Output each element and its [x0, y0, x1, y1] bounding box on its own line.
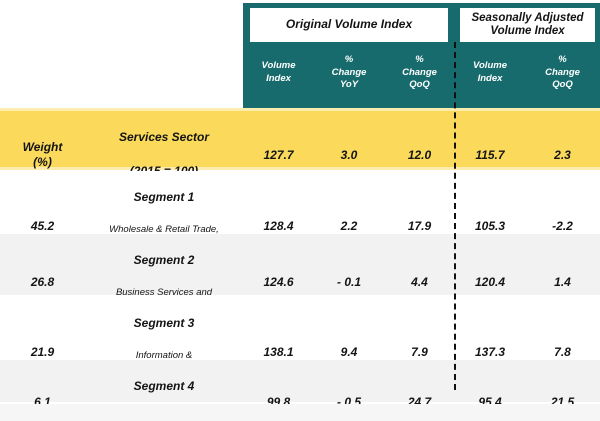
summary-orig-volume-index: 127.7 [263, 147, 294, 162]
weight-value: 26.8 [30, 275, 55, 290]
header-original-label: Original Volume Index [285, 17, 413, 32]
adj-volume-index-value: 105.3 [474, 218, 506, 233]
weight-value: 45.2 [30, 218, 55, 233]
orig-volume-index-value: 124.6 [263, 275, 294, 290]
orig-change-qoq-value: 7.9 [411, 344, 428, 359]
segment-title: Segment 2 [133, 253, 195, 268]
table-row-segment-3: 21.9 Segment 3 Information & Communicati… [0, 297, 600, 386]
segment-title: Segment 4 [133, 379, 195, 394]
column-header-orig-volume-index: Volume Index [261, 60, 296, 84]
adj-volume-index-value: 120.4 [474, 275, 506, 290]
orig-change-yoy-value: - 0.1 [336, 275, 361, 290]
orig-change-yoy-value: 2.2 [340, 218, 358, 233]
column-header-orig-change-yoy: % Change YoY [331, 53, 367, 91]
orig-change-yoy-value: 9.4 [340, 344, 358, 359]
original-adjusted-divider-line [454, 42, 456, 390]
orig-change-qoq-value: 17.9 [407, 218, 432, 233]
segment-title: Segment 3 [133, 316, 195, 331]
header-seasonally-adjusted-volume-index: Seasonally Adjusted Volume Index [460, 8, 595, 42]
summary-orig-change-qoq: 12.0 [407, 147, 432, 162]
summary-adj-volume-index: 115.7 [475, 147, 505, 162]
table-header-band: Original Volume Index Seasonally Adjuste… [243, 3, 600, 108]
header-adjusted-label: Seasonally Adjusted Volume Index [471, 11, 584, 37]
summary-adj-change-qoq: 2.3 [554, 147, 571, 162]
adj-change-qoq-value: 7.8 [554, 344, 571, 359]
orig-change-qoq-value: 4.4 [411, 275, 428, 290]
table-row-segment-4: 6.1 Segment 4 Other Services 99.8 - 0.5 … [0, 360, 600, 421]
column-header-adj-volume-index: Volume Index [473, 60, 507, 84]
table-row-segment-2: 26.8 Segment 2 Business Services and Fin… [0, 234, 600, 311]
summary-orig-change-yoy: 3.0 [340, 147, 358, 162]
orig-volume-index-value: 138.1 [263, 344, 294, 359]
adj-volume-index-value: 137.3 [474, 344, 506, 359]
summary-sector-name: Services Sector [118, 130, 210, 145]
table-row-segment-1: 45.2 Segment 1 Wholesale & Retail Trade,… [0, 171, 600, 260]
column-header-orig-change-qoq: % Change QoQ [402, 53, 437, 91]
header-original-volume-index: Original Volume Index [250, 8, 448, 42]
adj-change-qoq-value: 1.4 [554, 275, 571, 290]
segment-title: Segment 1 [133, 190, 195, 205]
column-header-adj-change-qoq: % Change QoQ [545, 53, 580, 91]
summary-row-services-sector: Weight (%) Services Sector (2015 = 100) … [0, 108, 600, 178]
table-bottom-strip [0, 404, 600, 421]
adj-change-qoq-value: -2.2 [552, 218, 573, 233]
weight-value: 21.9 [30, 344, 55, 359]
weight-column-header: Weight (%) [22, 140, 63, 169]
orig-volume-index-value: 128.4 [263, 218, 294, 233]
